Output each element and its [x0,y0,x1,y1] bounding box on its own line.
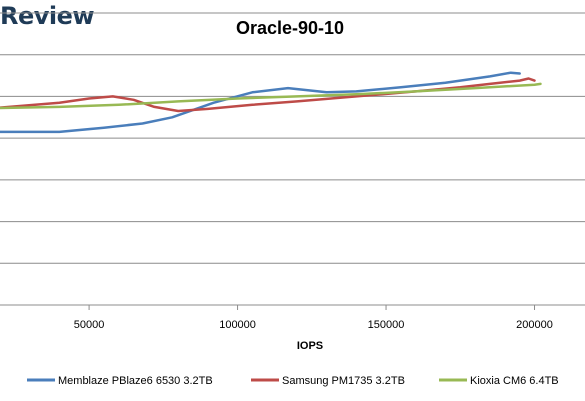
x-tick-label-3: 200000 [516,319,553,331]
series-line-2 [0,82,542,110]
legend-label-1: Samsung PM1735 3.2TB [282,375,405,387]
series-lines [0,71,542,134]
x-tick-label-0: 50000 [74,319,105,331]
legend-label-0: Memblaze PBlaze6 6530 3.2TB [58,375,213,387]
brand-logo-text: Review [0,2,95,30]
chart-title: Oracle-90-10 [236,18,344,38]
series-line-0 [0,71,521,134]
legend-label-2: Kioxia CM6 6.4TB [470,375,559,387]
x-axis-ticks: 50000 100000 150000 200000 [74,305,553,331]
grid-lines [0,12,585,306]
x-tick-label-2: 150000 [368,319,405,331]
x-axis-label: IOPS [297,340,323,352]
legend: Memblaze PBlaze6 6530 3.2TB Samsung PM173… [27,375,559,387]
series-line-1 [0,77,536,113]
x-tick-label-1: 100000 [219,319,256,331]
